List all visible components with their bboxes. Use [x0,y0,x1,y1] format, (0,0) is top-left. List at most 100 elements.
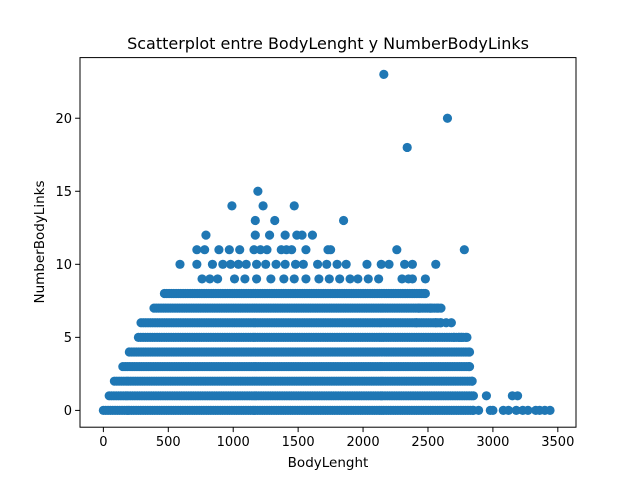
scatter-point [464,347,475,357]
scatter-point [345,274,355,284]
scatter-point [250,215,260,226]
scatter-point [431,259,441,269]
scatter-point [301,245,311,255]
scatter-point [253,186,263,196]
scatter-point [402,142,412,153]
y-tick-label: 5 [64,331,72,346]
scatter-point [251,259,262,269]
scatter-point [464,361,475,372]
scatter-point [213,274,223,284]
scatter-point [262,245,272,255]
x-tick-label: 500 [156,435,181,450]
scatter-point [420,288,430,299]
scatter-point [287,245,297,255]
scatter-point [279,274,289,284]
scatter-point [332,259,342,269]
x-tick-label: 3000 [476,435,509,450]
plot-frame [79,57,577,428]
scatter-point [264,230,275,240]
scatter-point [197,274,207,284]
scatter-point [224,245,234,255]
x-axis-label: BodyLenght [288,455,369,471]
scatter-point [192,245,202,255]
scatter-point [374,274,384,284]
scatter-point [201,230,211,240]
scatter-point [488,405,498,415]
scatter-point [214,245,224,255]
scatter-point [249,245,259,255]
scatter-point [301,274,311,284]
scatter-point [335,274,345,284]
scatter-point [307,230,318,240]
scatter-point [313,259,323,269]
scatter-point [229,274,240,284]
scatter-point [474,405,484,415]
scatter-point [218,259,228,269]
x-tick-label: 2500 [411,435,444,450]
scatter-point [241,259,251,269]
scatter-point [297,230,307,240]
scatter-point [545,405,555,415]
scatter-point [266,274,276,284]
scatter-point [192,259,202,269]
x-tick-label: 0 [99,435,107,450]
scatter-point [511,405,521,415]
scatter-point [227,201,237,211]
scatter-point [322,259,332,269]
scatter-point [270,215,280,226]
scatter-point [207,259,218,269]
scatter-point [512,391,523,401]
scatter-point [353,274,363,284]
x-tick-label: 1000 [217,435,250,450]
scatter-point [457,332,467,342]
x-tick-label: 1500 [282,435,315,450]
scatter-point [289,274,299,284]
scatter-point [290,259,301,269]
scatter-point [341,259,351,269]
scatter-point [338,215,349,226]
scatter-point [407,259,417,269]
scatter-point [226,259,236,269]
scatter-point [326,245,336,255]
scatter-point [407,274,417,284]
scatter-point [255,245,266,255]
scatter-points [98,69,555,415]
scatter-point [261,259,271,269]
scatter-point [233,259,244,269]
scatter-point [289,201,299,211]
scatter-point [250,230,260,240]
y-tick-label: 15 [55,185,72,200]
y-tick-label: 10 [55,258,72,273]
scatter-point [442,113,453,123]
scatter-point [420,274,430,284]
scatter-point [468,391,479,401]
x-tick-label: 3500 [541,435,574,450]
scatter-point [324,274,334,284]
scatter-point [397,274,407,284]
scatter-point [414,303,424,313]
y-axis-label: NumberBodyLinks [32,181,48,304]
scatter-point [298,259,308,269]
scatter-point [240,274,250,284]
x-axis: 0 500 1000 1500 2000 2500 3000 3500 [99,427,574,450]
scatter-point [436,303,446,313]
scatter-point [205,274,215,284]
scatter-point [200,245,210,255]
scatter-point [411,318,421,328]
x-tick-label: 2000 [347,435,380,450]
scatter-point [314,274,324,284]
scatter-point [362,259,372,269]
scatter-point [251,274,262,284]
scatter-point [280,259,290,269]
scatter-point [379,69,389,79]
scatter-point [175,259,185,269]
scatter-point [363,274,373,284]
scatter-point [467,376,477,386]
y-tick-label: 0 [64,404,72,419]
scatter-point [392,245,402,255]
scatter-point [271,259,281,269]
scatter-point [425,303,436,313]
chart-title: Scatterplot entre BodyLenght y NumberBod… [127,34,529,53]
scatter-point [446,318,456,328]
